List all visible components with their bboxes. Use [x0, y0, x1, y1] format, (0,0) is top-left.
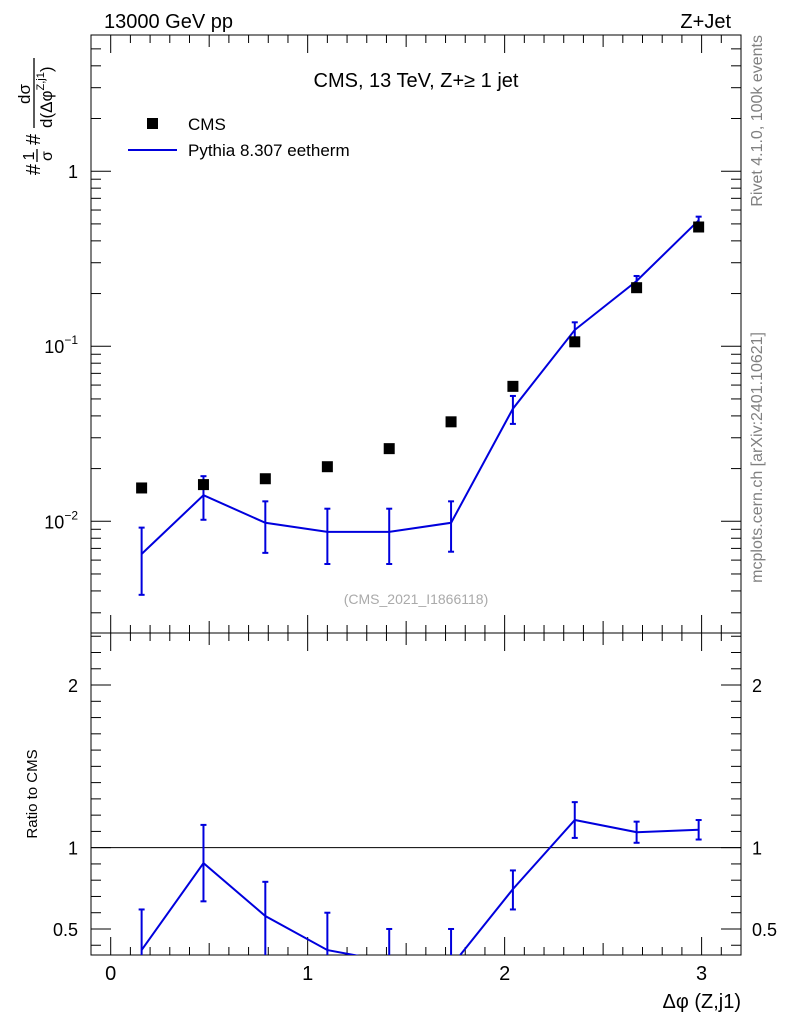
ylabel-hash2: # — [23, 133, 45, 145]
side-label-top: Rivet 4.1.0, 100k events — [749, 35, 766, 207]
header-right: Z+Jet — [680, 11, 731, 33]
cms-data-point — [321, 461, 333, 473]
main-y-axis-label: # 1 σ # dσ d(ΔφZ,j1) — [15, 58, 56, 175]
cms-data-point — [569, 336, 581, 348]
main-y-tick-labels: 10−2 10−1 1 — [44, 162, 78, 532]
ratio-y-tick-label-0.5-right: 0.5 — [752, 920, 777, 940]
ylabel-frac2-num: dσ — [15, 84, 34, 104]
ratio-y-tick-label-2-right: 2 — [752, 676, 762, 696]
x-tick-label-3: 3 — [696, 963, 707, 985]
ylabel-frac1-num: 1 — [21, 151, 38, 160]
analysis-watermark: (CMS_2021_I1866118) — [344, 591, 489, 607]
main-plot-data — [136, 215, 705, 596]
ratio-y-axis-label: Ratio to CMS — [24, 749, 41, 838]
ylabel-hash: # — [23, 163, 45, 175]
cms-data-point — [136, 482, 148, 494]
cms-data-point — [631, 282, 643, 294]
ratio-y-tick-labels: 0.5 1 2 0.5 1 2 — [53, 676, 777, 940]
x-tick-labels: 0 1 2 3 — [105, 963, 707, 985]
y-tick-label-0.01: 10−2 — [44, 508, 78, 532]
ratio-plot-data — [138, 801, 702, 955]
ratio-y-tick-label-1-right: 1 — [752, 839, 762, 859]
legend: CMS Pythia 8.307 eetherm — [128, 115, 350, 160]
plot-title: CMS, 13 TeV, Z+≥ 1 jet — [314, 70, 519, 92]
ratio-y-tick-label-0.5-left: 0.5 — [53, 920, 78, 940]
cms-data-point — [693, 221, 705, 233]
y-tick-label-1: 1 — [68, 162, 78, 182]
main-axis-ticks — [90, 34, 742, 633]
x-tick-label-1: 1 — [302, 963, 313, 985]
x-axis-label: Δφ (Z,j1) — [662, 991, 741, 1013]
cms-data-point — [383, 443, 395, 455]
header-left: 13000 GeV pp — [104, 11, 233, 33]
legend-cms-label: CMS — [188, 115, 226, 134]
cms-data-point — [507, 380, 519, 392]
ylabel-frac1-den: σ — [39, 151, 56, 161]
ratio-plot-frame — [90, 632, 742, 956]
cms-data-point — [197, 479, 209, 491]
legend-pythia-label: Pythia 8.307 eetherm — [188, 141, 350, 160]
pythia-line — [140, 219, 700, 555]
legend-cms-marker — [147, 118, 158, 129]
ratio-line — [140, 818, 699, 955]
ratio-y-tick-label-2-left: 2 — [68, 676, 78, 696]
ratio-y-tick-label-1-left: 1 — [68, 839, 78, 859]
ylabel-frac2-den: d(ΔφZ,j1) — [35, 66, 56, 128]
cms-data-point — [259, 473, 271, 485]
side-label-bottom: mcplots.cern.ch [arXiv:2401.10621] — [749, 332, 766, 583]
ratio-axis-ticks — [90, 633, 742, 955]
y-tick-label-0.1: 10−1 — [44, 333, 78, 357]
x-tick-label-0: 0 — [105, 963, 116, 985]
cms-data-point — [445, 416, 457, 428]
x-tick-label-2: 2 — [499, 963, 510, 985]
